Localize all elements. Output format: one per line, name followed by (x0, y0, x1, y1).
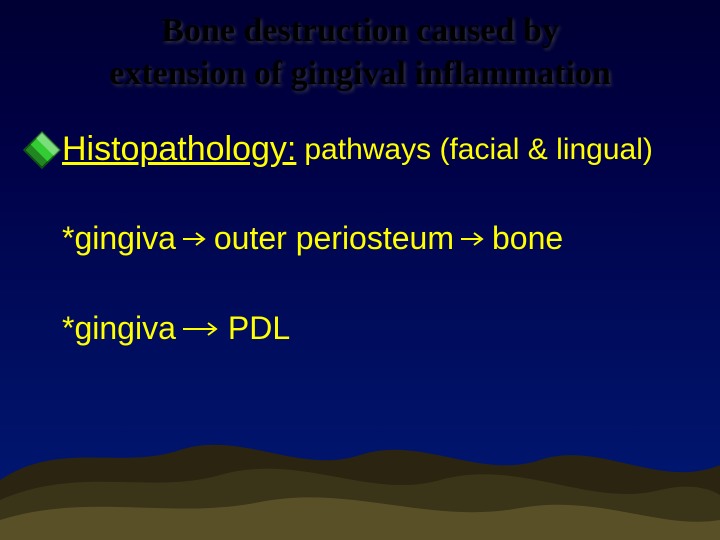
histopath-rest: pathways (facial & lingual) (304, 133, 653, 167)
bullet-histopathology: Histopathology: pathways (facial & lingu… (28, 130, 653, 169)
pathway-line-1: *gingiva outer periosteum bone (62, 220, 563, 257)
line1-part2: outer periosteum (214, 220, 454, 257)
title-line-2: extension of gingival inflammation (109, 55, 611, 92)
arrow-icon (182, 321, 222, 337)
line1-part3: bone (492, 220, 563, 257)
line2-part1: *gingiva (62, 310, 176, 347)
pathway-line-2: *gingiva PDL (62, 310, 290, 347)
title-line-1: Bone destruction caused by (161, 12, 559, 49)
ground-decoration (0, 380, 720, 540)
slide: Bone destruction caused by extension of … (0, 0, 720, 540)
arrow-icon (460, 231, 486, 247)
arrow-icon (182, 231, 208, 247)
slide-title: Bone destruction caused by extension of … (0, 10, 720, 95)
histopath-label: Histopathology: (62, 130, 296, 169)
line1-part1: *gingiva (62, 220, 176, 257)
line2-part2: PDL (228, 310, 290, 347)
diamond-bullet-icon (22, 130, 62, 170)
